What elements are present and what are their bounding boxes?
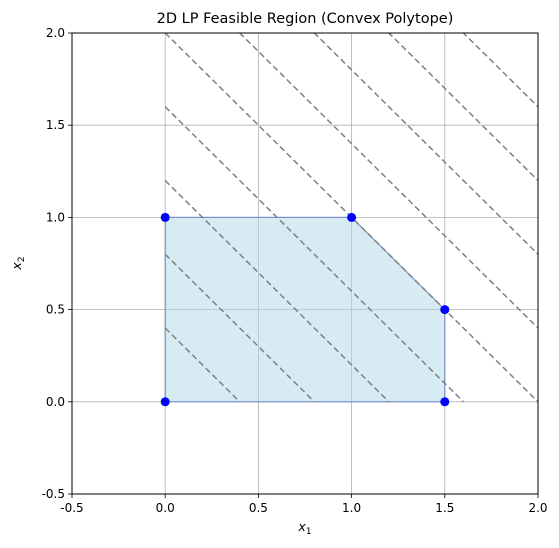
x-axis-label: x1 xyxy=(297,519,311,537)
x-ticks: -0.5 0.0 0.5 1.0 1.5 2.0 xyxy=(60,494,548,515)
y-tick-label: 0.5 xyxy=(46,303,65,317)
y-axis-label: x2 xyxy=(9,256,27,270)
vertex-point xyxy=(440,305,450,315)
objective-contour-line xyxy=(164,106,464,403)
x-tick-label: 1.5 xyxy=(435,501,454,515)
vertex-point xyxy=(440,397,450,407)
objective-contour-line xyxy=(387,33,538,182)
y-tick-label: 2.0 xyxy=(46,26,65,40)
y-tick-label: -0.5 xyxy=(42,487,65,501)
y-tick-label: 1.0 xyxy=(46,210,65,224)
vertex-point xyxy=(160,212,170,222)
x-tick-label: 1.0 xyxy=(342,501,361,515)
x-tick-label: 0.0 xyxy=(156,501,175,515)
chart-title: 2D LP Feasible Region (Convex Polytope) xyxy=(157,11,454,27)
vertex-points xyxy=(160,212,450,407)
x-tick-label: 0.5 xyxy=(249,501,268,515)
x-tick-label: 2.0 xyxy=(528,501,547,515)
plot-frame xyxy=(71,32,539,495)
y-tick-label: 0.0 xyxy=(46,395,65,409)
y-ticks: -0.5 0.0 0.5 1.0 1.5 2.0 xyxy=(42,26,72,501)
vertex-point xyxy=(347,212,357,222)
objective-contour-line xyxy=(164,327,241,403)
x-tick-label: -0.5 xyxy=(60,501,83,515)
objective-contour-line xyxy=(164,253,315,403)
vertex-point xyxy=(160,397,170,407)
y-tick-label: 1.5 xyxy=(46,118,65,132)
objective-contour-line xyxy=(164,179,390,403)
